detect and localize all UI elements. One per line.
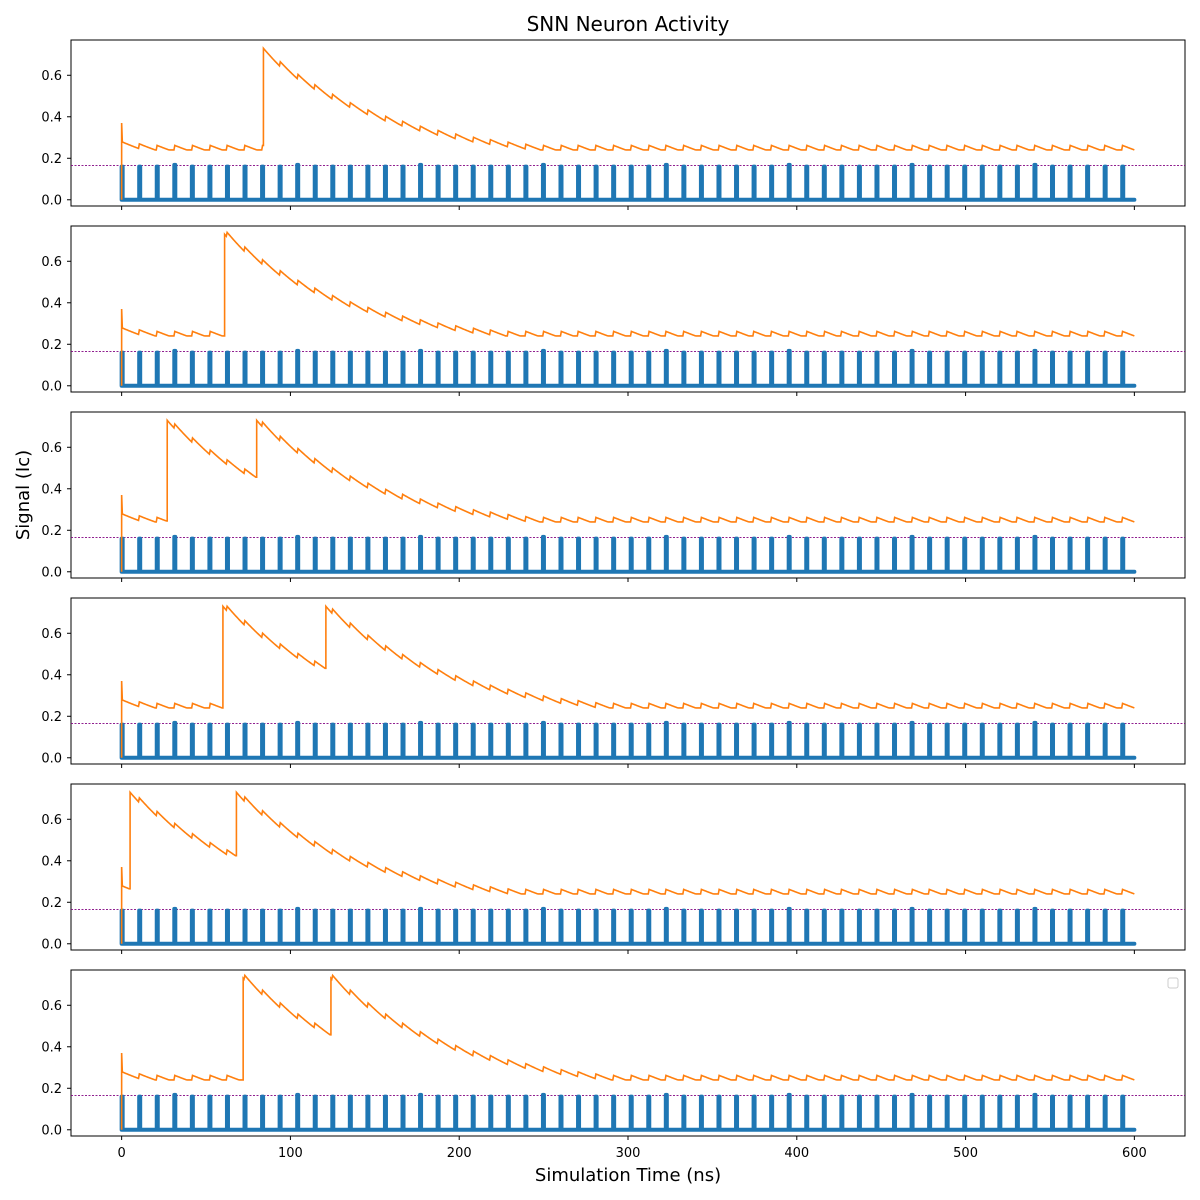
legend-box (1167, 977, 1179, 989)
membrane-series (120, 418, 1135, 572)
y-tick-label: 0.4 (41, 854, 62, 869)
x-tick-label: 400 (784, 1146, 809, 1161)
y-tick-label: 0.6 (41, 813, 62, 828)
y-tick-label: 0.2 (41, 710, 62, 725)
y-axis-label: Signal (Ic) (13, 450, 34, 540)
x-tick-label: 100 (278, 1146, 303, 1161)
spike-series (119, 162, 1137, 202)
membrane-series (120, 46, 1135, 200)
spike-series (119, 906, 1137, 946)
y-tick-label: 0.2 (41, 152, 62, 167)
spike-series (119, 1092, 1137, 1132)
y-tick-label: 0.6 (41, 627, 62, 642)
membrane-series (120, 790, 1135, 944)
y-tick-label: 0.6 (41, 69, 62, 84)
y-tick-label: 0.4 (41, 668, 62, 683)
membrane-series (120, 973, 1135, 1130)
spike-series (119, 348, 1137, 388)
y-tick-label: 0.6 (41, 255, 62, 270)
y-tick-label: 0.2 (41, 1082, 62, 1097)
subplot-2: 0.0 0.2 0.4 0.6 (41, 411, 1186, 582)
y-tick-label: 0.0 (41, 937, 62, 952)
x-tick-label: 200 (447, 1146, 472, 1161)
y-tick-label: 0.4 (41, 1040, 62, 1055)
spike-series (119, 720, 1137, 760)
subplots: 0.00.20.40.60.00.20.40.60.00.20.40.60.00… (41, 39, 1186, 1161)
y-tick-label: 0.0 (41, 1123, 62, 1138)
subplot-0: 0.0 0.2 0.4 0.6 (41, 39, 1186, 210)
y-tick-label: 0.4 (41, 296, 62, 311)
y-tick-label: 0.2 (41, 896, 62, 911)
y-tick-label: 0.4 (41, 110, 62, 125)
membrane-series (120, 604, 1135, 758)
subplot-4: 0.0 0.2 0.4 0.6 (41, 783, 1186, 954)
subplot-5: 0.0 0.2 0.4 0.6 0 100 200 300 400 500 600 (41, 969, 1186, 1161)
subplot-1: 0.0 0.2 0.4 0.6 (41, 225, 1186, 396)
y-tick-label: 0.0 (41, 751, 62, 766)
x-tick-label: 600 (1122, 1146, 1147, 1161)
membrane-series (120, 230, 1135, 386)
y-tick-label: 0.0 (41, 565, 62, 580)
x-tick-label: 500 (953, 1146, 978, 1161)
x-tick-label: 0 (117, 1146, 125, 1161)
y-tick-label: 0.2 (41, 338, 62, 353)
y-tick-label: 0.0 (41, 193, 62, 208)
y-tick-label: 0.6 (41, 441, 62, 456)
spike-series (119, 534, 1137, 574)
y-tick-label: 0.6 (41, 999, 62, 1014)
y-tick-label: 0.2 (41, 524, 62, 539)
chart-title: SNN Neuron Activity (527, 12, 730, 36)
y-tick-label: 0.4 (41, 482, 62, 497)
x-tick-label: 300 (616, 1146, 641, 1161)
x-axis-label: Simulation Time (ns) (535, 1165, 721, 1186)
subplot-3: 0.0 0.2 0.4 0.6 (41, 597, 1186, 768)
y-tick-label: 0.0 (41, 379, 62, 394)
